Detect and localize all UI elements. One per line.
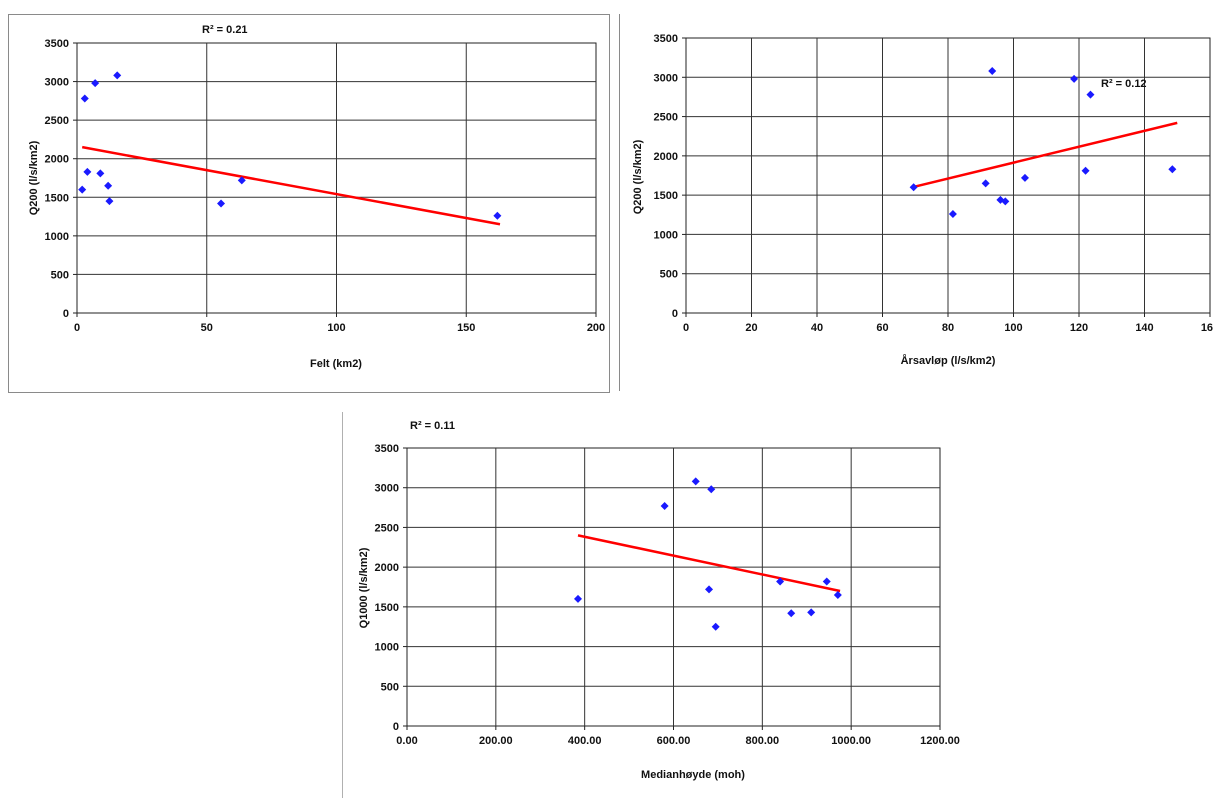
y-axis-label: Q200 (l/s/km2) xyxy=(28,140,40,215)
chart-panel-medianhoyde: 0 500 1000 1500 2000 2500 3000 3500 0.00 200.00 40… xyxy=(342,412,964,798)
x-tick-label: 200.00 xyxy=(479,735,513,747)
x-tick-label: 120 xyxy=(1070,322,1088,334)
x-tick-label: 1200.00 xyxy=(920,735,960,747)
y-tick-label: 2500 xyxy=(654,112,678,124)
y-axis-label: Q200 (l/s/km2) xyxy=(632,139,644,214)
y-tick-label: 2000 xyxy=(45,154,69,166)
x-tick-label: 0 xyxy=(74,322,80,334)
r-squared-annotation: R² = 0.11 xyxy=(410,420,455,432)
y-axis-label: Q1000 (l/s/km2) xyxy=(358,547,370,628)
x-tick-label: 200 xyxy=(587,322,605,334)
y-tick-label: 3000 xyxy=(654,72,678,84)
y-tick-label: 500 xyxy=(51,269,69,281)
x-tick-label: 150 xyxy=(457,322,475,334)
data-point xyxy=(105,197,114,206)
x-tick-label: 0.00 xyxy=(396,735,417,747)
y-tick-label: 3000 xyxy=(375,483,399,495)
data-point xyxy=(1001,197,1010,206)
panel-border xyxy=(342,412,343,798)
data-point xyxy=(1168,165,1177,174)
x-axis-label: Medianhøyde (moh) xyxy=(641,769,745,781)
data-point xyxy=(1086,90,1095,99)
trendline xyxy=(577,534,841,593)
data-point xyxy=(574,594,583,603)
y-tick-label: 0 xyxy=(672,308,678,320)
data-point xyxy=(217,199,226,208)
chart-panel-arsavlop: 0 500 1000 1500 2000 2500 3000 3500 0 20 40 60 80 100… xyxy=(619,14,1213,391)
x-tick-label: 0 xyxy=(683,322,689,334)
x-tick-label: 40 xyxy=(811,322,823,334)
data-point xyxy=(822,577,831,586)
data-point xyxy=(909,183,918,192)
chart-medianhoyde: 0 500 1000 1500 2000 2500 3000 3500 0.00 200.00 40… xyxy=(358,420,960,781)
y-tick-label: 1500 xyxy=(45,192,69,204)
x-axis-label: Årsavløp (l/s/km2) xyxy=(901,354,996,367)
y-tick-label: 0 xyxy=(393,721,399,733)
x-tick-label: 400.00 xyxy=(568,735,602,747)
chart-felt: 0 500 1000 1500 2000 2500 3000 3500 0 50 100 150 200… xyxy=(28,24,605,370)
data-point xyxy=(711,622,720,631)
x-tick-label: 160 xyxy=(1201,322,1213,334)
data-point xyxy=(78,185,87,194)
x-tick-label: 60 xyxy=(876,322,888,334)
chart-arsavlop: 0 500 1000 1500 2000 2500 3000 3500 0 20 40 60 80 100… xyxy=(632,33,1213,367)
x-axis-label: Felt (km2) xyxy=(310,358,362,370)
chart-panel-felt: 0 500 1000 1500 2000 2500 3000 3500 0 50 100 150 200… xyxy=(8,14,610,393)
trendline xyxy=(81,145,501,226)
x-tick-label: 800.00 xyxy=(746,735,780,747)
data-point xyxy=(948,210,957,218)
data-point xyxy=(96,169,105,178)
data-point xyxy=(833,590,842,599)
y-tick-label: 3500 xyxy=(375,443,399,455)
data-point xyxy=(91,79,100,88)
data-point xyxy=(776,577,785,586)
x-tick-label: 50 xyxy=(201,322,213,334)
data-point xyxy=(237,176,246,185)
data-point xyxy=(807,608,816,617)
data-point xyxy=(1020,173,1029,182)
data-point xyxy=(104,181,113,190)
y-tick-label: 500 xyxy=(660,269,678,281)
x-tick-label: 100 xyxy=(327,322,345,334)
y-tick-label: 2000 xyxy=(654,151,678,163)
trendline xyxy=(911,121,1178,189)
x-tick-label: 600.00 xyxy=(657,735,691,747)
y-tick-label: 3500 xyxy=(45,38,69,50)
r-squared-annotation: R² = 0.12 xyxy=(1101,78,1147,90)
x-tick-label: 80 xyxy=(942,322,954,334)
y-tick-label: 1000 xyxy=(375,642,399,654)
y-tick-label: 0 xyxy=(63,308,69,320)
y-tick-label: 500 xyxy=(381,681,399,693)
y-tick-label: 1500 xyxy=(654,190,678,202)
data-point xyxy=(83,167,92,176)
data-point xyxy=(787,609,796,618)
data-point xyxy=(707,485,716,494)
y-tick-label: 1500 xyxy=(375,602,399,614)
r-squared-annotation: R² = 0.21 xyxy=(202,24,248,36)
panel-border xyxy=(619,14,620,391)
data-point xyxy=(660,501,669,510)
y-tick-label: 2500 xyxy=(45,115,69,127)
y-tick-label: 3500 xyxy=(654,33,678,45)
y-tick-label: 3000 xyxy=(45,77,69,89)
data-point xyxy=(113,71,122,80)
data-point xyxy=(493,211,502,220)
data-point xyxy=(1081,166,1090,175)
y-tick-label: 1000 xyxy=(654,229,678,241)
y-tick-label: 1000 xyxy=(45,231,69,243)
data-point xyxy=(691,477,700,486)
data-point xyxy=(705,585,714,594)
data-point xyxy=(988,67,997,75)
data-point xyxy=(1070,74,1079,83)
data-point xyxy=(996,195,1005,204)
x-tick-label: 140 xyxy=(1135,322,1153,334)
y-tick-label: 2000 xyxy=(375,562,399,574)
x-tick-label: 1000.00 xyxy=(831,735,871,747)
x-tick-label: 100 xyxy=(1004,322,1022,334)
data-point xyxy=(981,179,990,188)
data-point xyxy=(80,94,89,103)
x-tick-label: 20 xyxy=(745,322,757,334)
y-tick-label: 2500 xyxy=(375,522,399,534)
